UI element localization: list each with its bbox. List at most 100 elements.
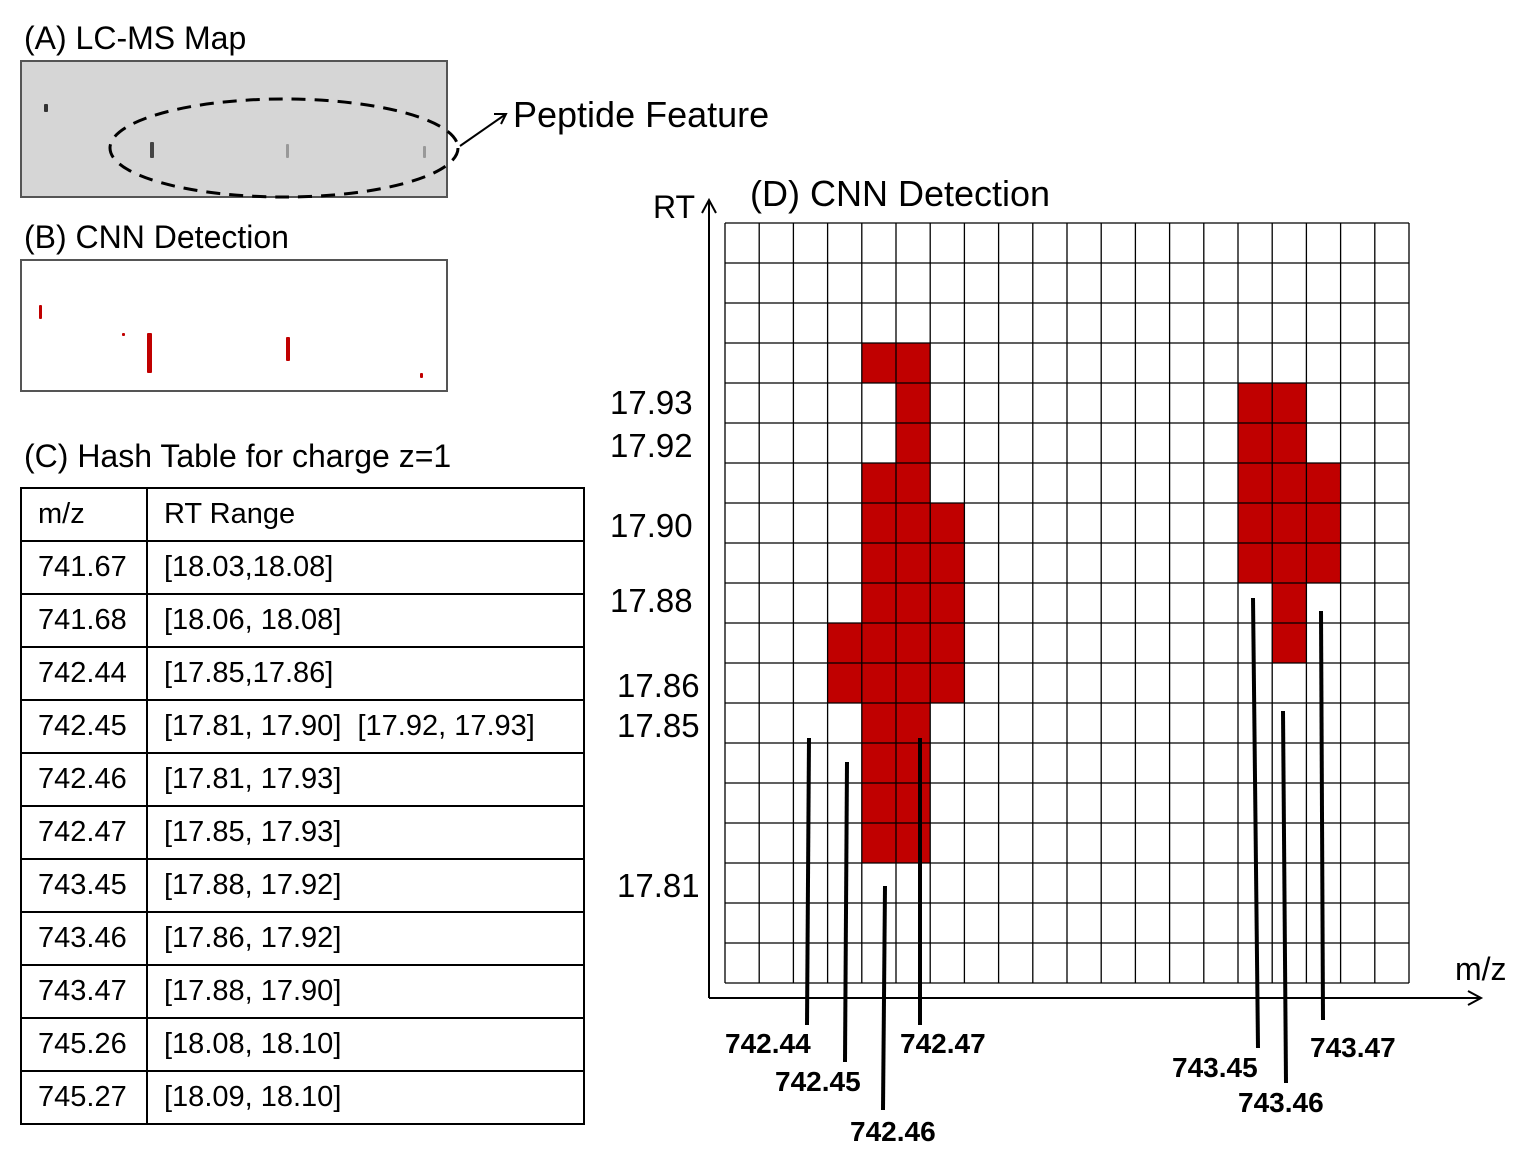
- detected-cell: [861, 623, 896, 663]
- detected-cell: [1238, 383, 1273, 423]
- detected-cell: [1272, 623, 1307, 663]
- cell-rt-range: [17.85,17.86]: [146, 646, 585, 701]
- detected-cell: [1238, 463, 1273, 503]
- mz-label: 742.44: [725, 1028, 811, 1059]
- detected-cell: [1272, 423, 1307, 463]
- detected-cell: [827, 663, 862, 703]
- detected-cell: [1272, 503, 1307, 543]
- detected-cell: [861, 783, 896, 823]
- detection-spot: [420, 373, 423, 378]
- cell-mz: 742.44: [20, 646, 148, 701]
- panel-d-title: (D) CNN Detection: [750, 173, 1051, 214]
- rt-axis-arrow: [701, 197, 717, 214]
- rt-axis-label: RT: [653, 189, 695, 225]
- detected-cell: [1238, 423, 1273, 463]
- peptide-feature-ellipse: [108, 97, 460, 199]
- detection-spot: [122, 333, 125, 336]
- cell-mz: 745.26: [20, 1017, 148, 1072]
- detected-cell: [896, 543, 931, 583]
- cell-mz: 743.47: [20, 964, 148, 1019]
- table-row: 743.46 [17.86, 17.92]: [20, 911, 585, 966]
- mz-axis-arrow: [1467, 990, 1484, 1006]
- detected-cell: [896, 343, 931, 383]
- mz-leader-line: [881, 885, 887, 1111]
- cell-mz: 742.45: [20, 699, 148, 754]
- table-row: 742.45 [17.81, 17.90] [17.92, 17.93]: [20, 699, 585, 754]
- detected-cell: [896, 383, 931, 423]
- detected-cell: [861, 343, 896, 383]
- detected-cell: [1272, 463, 1307, 503]
- detected-cell: [861, 503, 896, 543]
- table-row: 742.46 [17.81, 17.93]: [20, 752, 585, 807]
- cell-rt-range: [17.88, 17.92]: [146, 858, 585, 913]
- peptide-feature-label: Peptide Feature: [513, 94, 770, 135]
- detected-cell: [861, 703, 896, 743]
- detected-cell: [861, 543, 896, 583]
- mz-leader-line: [1281, 710, 1288, 1084]
- detected-cell: [896, 623, 931, 663]
- detected-cell: [896, 463, 931, 503]
- mz-label: 742.46: [850, 1116, 936, 1147]
- detected-cell: [896, 583, 931, 623]
- cell-mz: 742.46: [20, 752, 148, 807]
- detected-cell: [861, 583, 896, 623]
- detected-cell: [896, 703, 931, 743]
- ms-spot: [423, 146, 426, 158]
- feature-arrow-line: [459, 113, 507, 147]
- panel-a-title: (A) LC-MS Map: [24, 20, 247, 56]
- detected-cell: [1306, 463, 1341, 503]
- cell-mz: 743.45: [20, 858, 148, 913]
- mz-label: 743.45: [1172, 1052, 1258, 1083]
- detected-cell: [930, 503, 965, 543]
- panel-b-title: (B) CNN Detection: [24, 219, 289, 255]
- mz-axis-label: m/z: [1455, 951, 1507, 987]
- detected-cell: [861, 463, 896, 503]
- cell-rt-range: [18.09, 18.10]: [146, 1070, 585, 1125]
- mz-label: 743.47: [1310, 1032, 1396, 1063]
- detected-cell: [896, 783, 931, 823]
- detected-cell: [827, 623, 862, 663]
- table-row: 743.47 [17.88, 17.90]: [20, 964, 585, 1019]
- detected-cell: [1306, 503, 1341, 543]
- detected-cell: [861, 823, 896, 863]
- detection-spot: [147, 333, 152, 373]
- mz-leader-line: [1319, 610, 1325, 1021]
- mz-leader-line: [805, 737, 811, 1026]
- detected-cell: [896, 743, 931, 783]
- detected-cell: [930, 583, 965, 623]
- detected-cell: [861, 743, 896, 783]
- cell-mz: 743.46: [20, 911, 148, 966]
- cell-mz: 741.68: [20, 593, 148, 648]
- rt-tick-label: 17.90: [610, 507, 693, 544]
- rt-tick-label: 17.88: [610, 582, 693, 619]
- mz-label: 743.46: [1238, 1087, 1324, 1118]
- cell-rt-range: [18.03,18.08]: [146, 540, 585, 595]
- panel-c-title: (C) Hash Table for charge z=1: [24, 438, 452, 474]
- detected-cell: [896, 663, 931, 703]
- detected-cell: [1238, 503, 1273, 543]
- table-row: 741.68 [18.06, 18.08]: [20, 593, 585, 648]
- detected-cell: [1238, 543, 1273, 583]
- header-rt-range: RT Range: [146, 487, 585, 542]
- cell-rt-range: [17.88, 17.90]: [146, 964, 585, 1019]
- mz-leader-line: [1251, 597, 1260, 1049]
- detected-cell: [1272, 583, 1307, 623]
- rt-tick-label: 17.92: [610, 427, 693, 464]
- header-mz: m/z: [20, 487, 148, 542]
- table-row: 743.45 [17.88, 17.92]: [20, 858, 585, 913]
- feature-arrow-head: [494, 113, 508, 125]
- mz-label: 742.45: [775, 1066, 861, 1097]
- ms-spot: [150, 142, 154, 158]
- detected-cell: [896, 423, 931, 463]
- detected-cell: [861, 663, 896, 703]
- ms-spot: [286, 144, 289, 158]
- detection-spot: [286, 337, 290, 361]
- rt-tick-label: 17.86: [617, 667, 700, 704]
- detected-cell: [896, 503, 931, 543]
- cell-rt-range: [17.85, 17.93]: [146, 805, 585, 860]
- hash-table: m/z RT Range 741.67 [18.03,18.08] 741.68 [18.…: [20, 487, 585, 1125]
- detected-cell: [896, 823, 931, 863]
- table-row: 742.44 [17.85,17.86]: [20, 646, 585, 701]
- rt-tick-label: 17.93: [610, 384, 693, 421]
